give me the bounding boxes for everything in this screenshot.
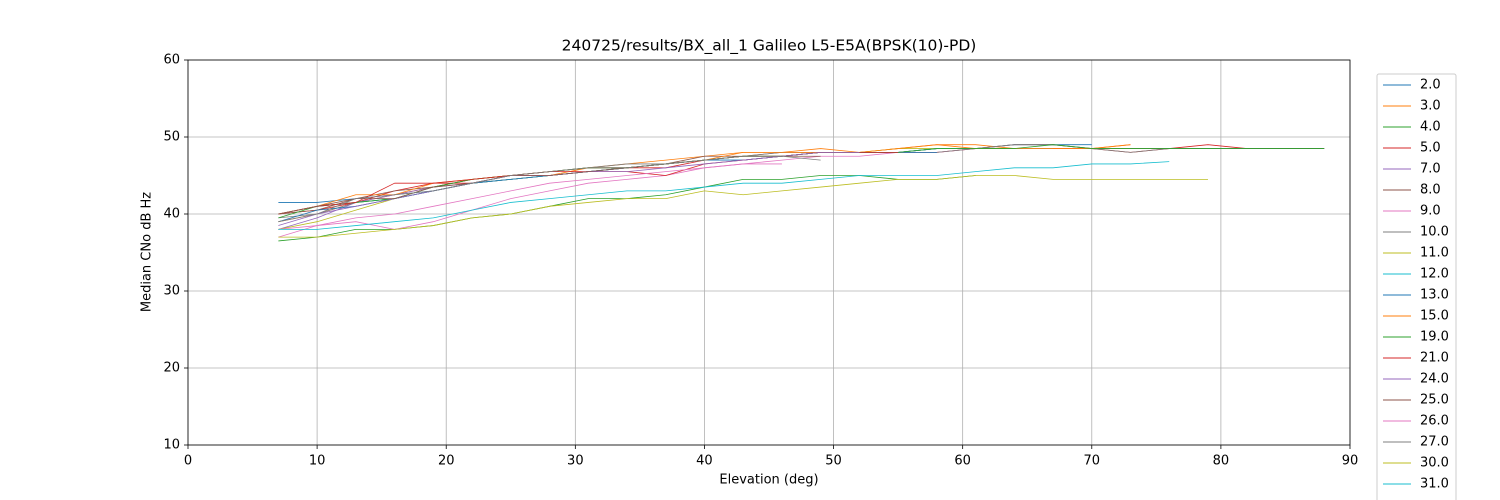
legend-label: 27.0	[1420, 435, 1449, 450]
legend-label: 24.0	[1420, 372, 1449, 387]
legend-label: 7.0	[1420, 162, 1441, 177]
x-axis-label: Elevation (deg)	[719, 473, 818, 488]
series-line	[278, 155, 821, 223]
legend-label: 5.0	[1420, 141, 1441, 156]
legend-label: 10.0	[1420, 225, 1449, 240]
series-line	[278, 161, 1170, 230]
series-line	[278, 175, 1208, 238]
legend-label: 30.0	[1420, 456, 1449, 471]
series-line	[278, 163, 782, 230]
legend-label: 25.0	[1420, 393, 1449, 408]
legend-label: 15.0	[1420, 309, 1449, 324]
x-tick-label: 10	[309, 454, 326, 469]
x-tick-label: 90	[1342, 454, 1359, 469]
legend-label: 2.0	[1420, 78, 1441, 93]
legend-label: 21.0	[1420, 351, 1449, 366]
x-tick-label: 60	[954, 454, 971, 469]
series-line	[278, 148, 1015, 238]
y-tick-label: 10	[163, 438, 180, 453]
x-tick-label: 20	[438, 454, 455, 469]
x-tick-label: 40	[696, 454, 713, 469]
legend-label: 26.0	[1420, 414, 1449, 429]
y-tick-label: 40	[163, 207, 180, 222]
y-axis-label: Median CNo dB Hz	[140, 192, 155, 312]
legend-label: 12.0	[1420, 267, 1449, 282]
plot-frame	[187, 59, 1351, 446]
legend-box	[1376, 73, 1457, 500]
legend: 2.0 3.0 4.0 5.0 7.0 8.0 9.0 10.0 11.0 12.0 13.0 15.…	[1376, 73, 1457, 500]
x-tick-label: 70	[1084, 454, 1101, 469]
y-tick-label: 20	[163, 361, 180, 376]
legend-label: 3.0	[1420, 99, 1441, 114]
legend-label: 4.0	[1420, 120, 1441, 135]
x-tick-label: 80	[1213, 454, 1230, 469]
x-tick-label: 0	[184, 454, 192, 469]
legend-label: 13.0	[1420, 288, 1449, 303]
legend-label: 31.0	[1420, 477, 1449, 492]
y-tick-label: 30	[163, 284, 180, 299]
legend-label: 9.0	[1420, 204, 1441, 219]
y-tick-label: 60	[163, 53, 180, 68]
legend-label: 8.0	[1420, 183, 1441, 198]
chart-title: 240725/results/BX_all_1 Galileo L5-E5A(B…	[562, 37, 977, 56]
x-tick-label: 50	[825, 454, 842, 469]
legend-label: 11.0	[1420, 246, 1449, 261]
y-tick-label: 50	[163, 130, 180, 145]
x-tick-label: 30	[567, 454, 584, 469]
legend-label: 19.0	[1420, 330, 1449, 345]
